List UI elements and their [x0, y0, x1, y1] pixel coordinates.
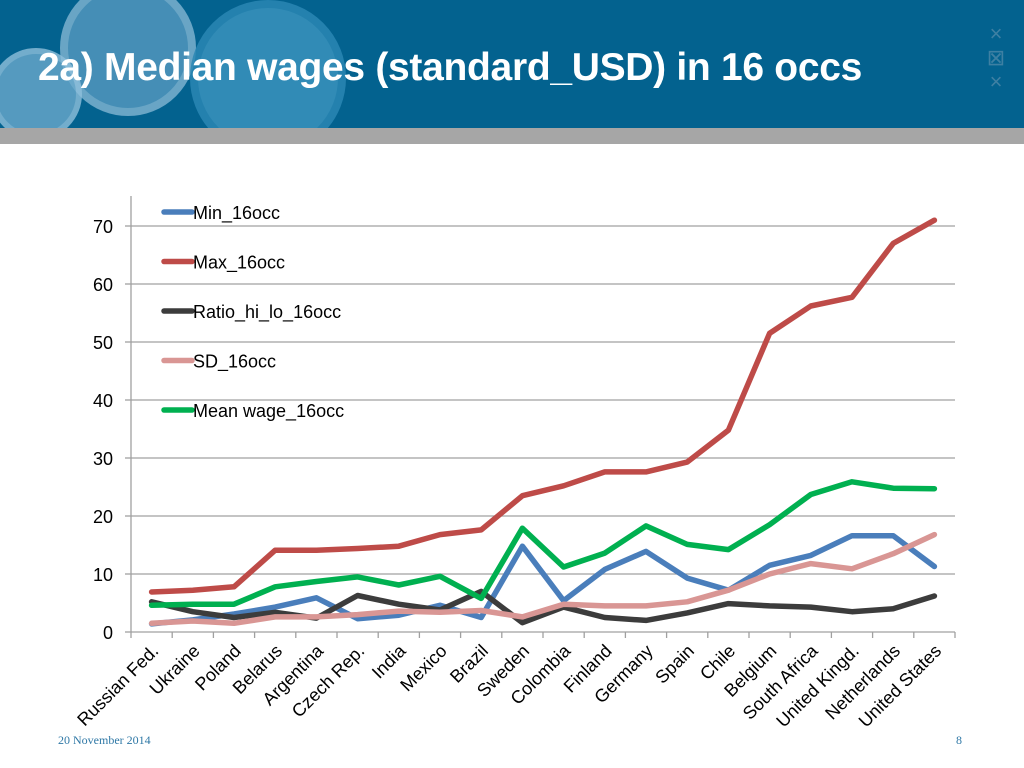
legend-label: SD_16occ: [193, 352, 276, 373]
y-tick-label: 70: [93, 217, 113, 237]
y-tick-label: 30: [93, 449, 113, 469]
series-lines: [148, 217, 938, 627]
slide-title: 2a) Median wages (standard_USD) in 16 oc…: [38, 46, 862, 89]
series-line-min-16occ: [148, 532, 938, 627]
gridlines: [131, 225, 955, 575]
x-axis-ticks: Russian Fed.UkrainePolandBelarusArgentin…: [73, 632, 956, 731]
y-tick-label: 20: [93, 507, 113, 527]
series-line-ratio-hi-lo-16occ: [148, 588, 938, 626]
series-line-max-16occ: [148, 217, 938, 595]
series-line-mean-wage-16occ: [148, 479, 938, 609]
legend-label: Mean wage_16occ: [193, 401, 344, 422]
x-category-label: Spain: [651, 641, 698, 688]
slide-header: 2a) Median wages (standard_USD) in 16 oc…: [0, 0, 1024, 128]
legend-label: Ratio_hi_lo_16occ: [193, 302, 341, 323]
y-tick-label: 60: [93, 275, 113, 295]
legend-label: Max_16occ: [193, 253, 285, 274]
decorative-bubble: [190, 0, 346, 128]
y-tick-label: 40: [93, 391, 113, 411]
y-axis-ticks: 0 10 20 30 40 50 60 70: [93, 217, 131, 643]
page-number: 8: [956, 733, 962, 747]
chart-legend: Min_16occ Max_16occ Ratio_hi_lo_16occ SD_16…: [161, 203, 344, 422]
series-line-sd-16occ: [148, 531, 938, 627]
header-divider-band: [0, 128, 1024, 144]
footer-date: 20 November 2014: [58, 733, 151, 747]
y-tick-label: 50: [93, 333, 113, 353]
decorative-bubble: [0, 48, 82, 128]
x-category-label: Mexico: [396, 641, 450, 695]
line-chart: 0 10 20 30 40 50 60 70 Russian Fed.UkrainePolan…: [73, 196, 956, 731]
legend-label: Min_16occ: [193, 203, 280, 224]
y-tick-label: 0: [103, 623, 113, 643]
y-tick-label: 10: [93, 565, 113, 585]
university-logo-icon: × ⊠ ×: [986, 21, 1006, 94]
